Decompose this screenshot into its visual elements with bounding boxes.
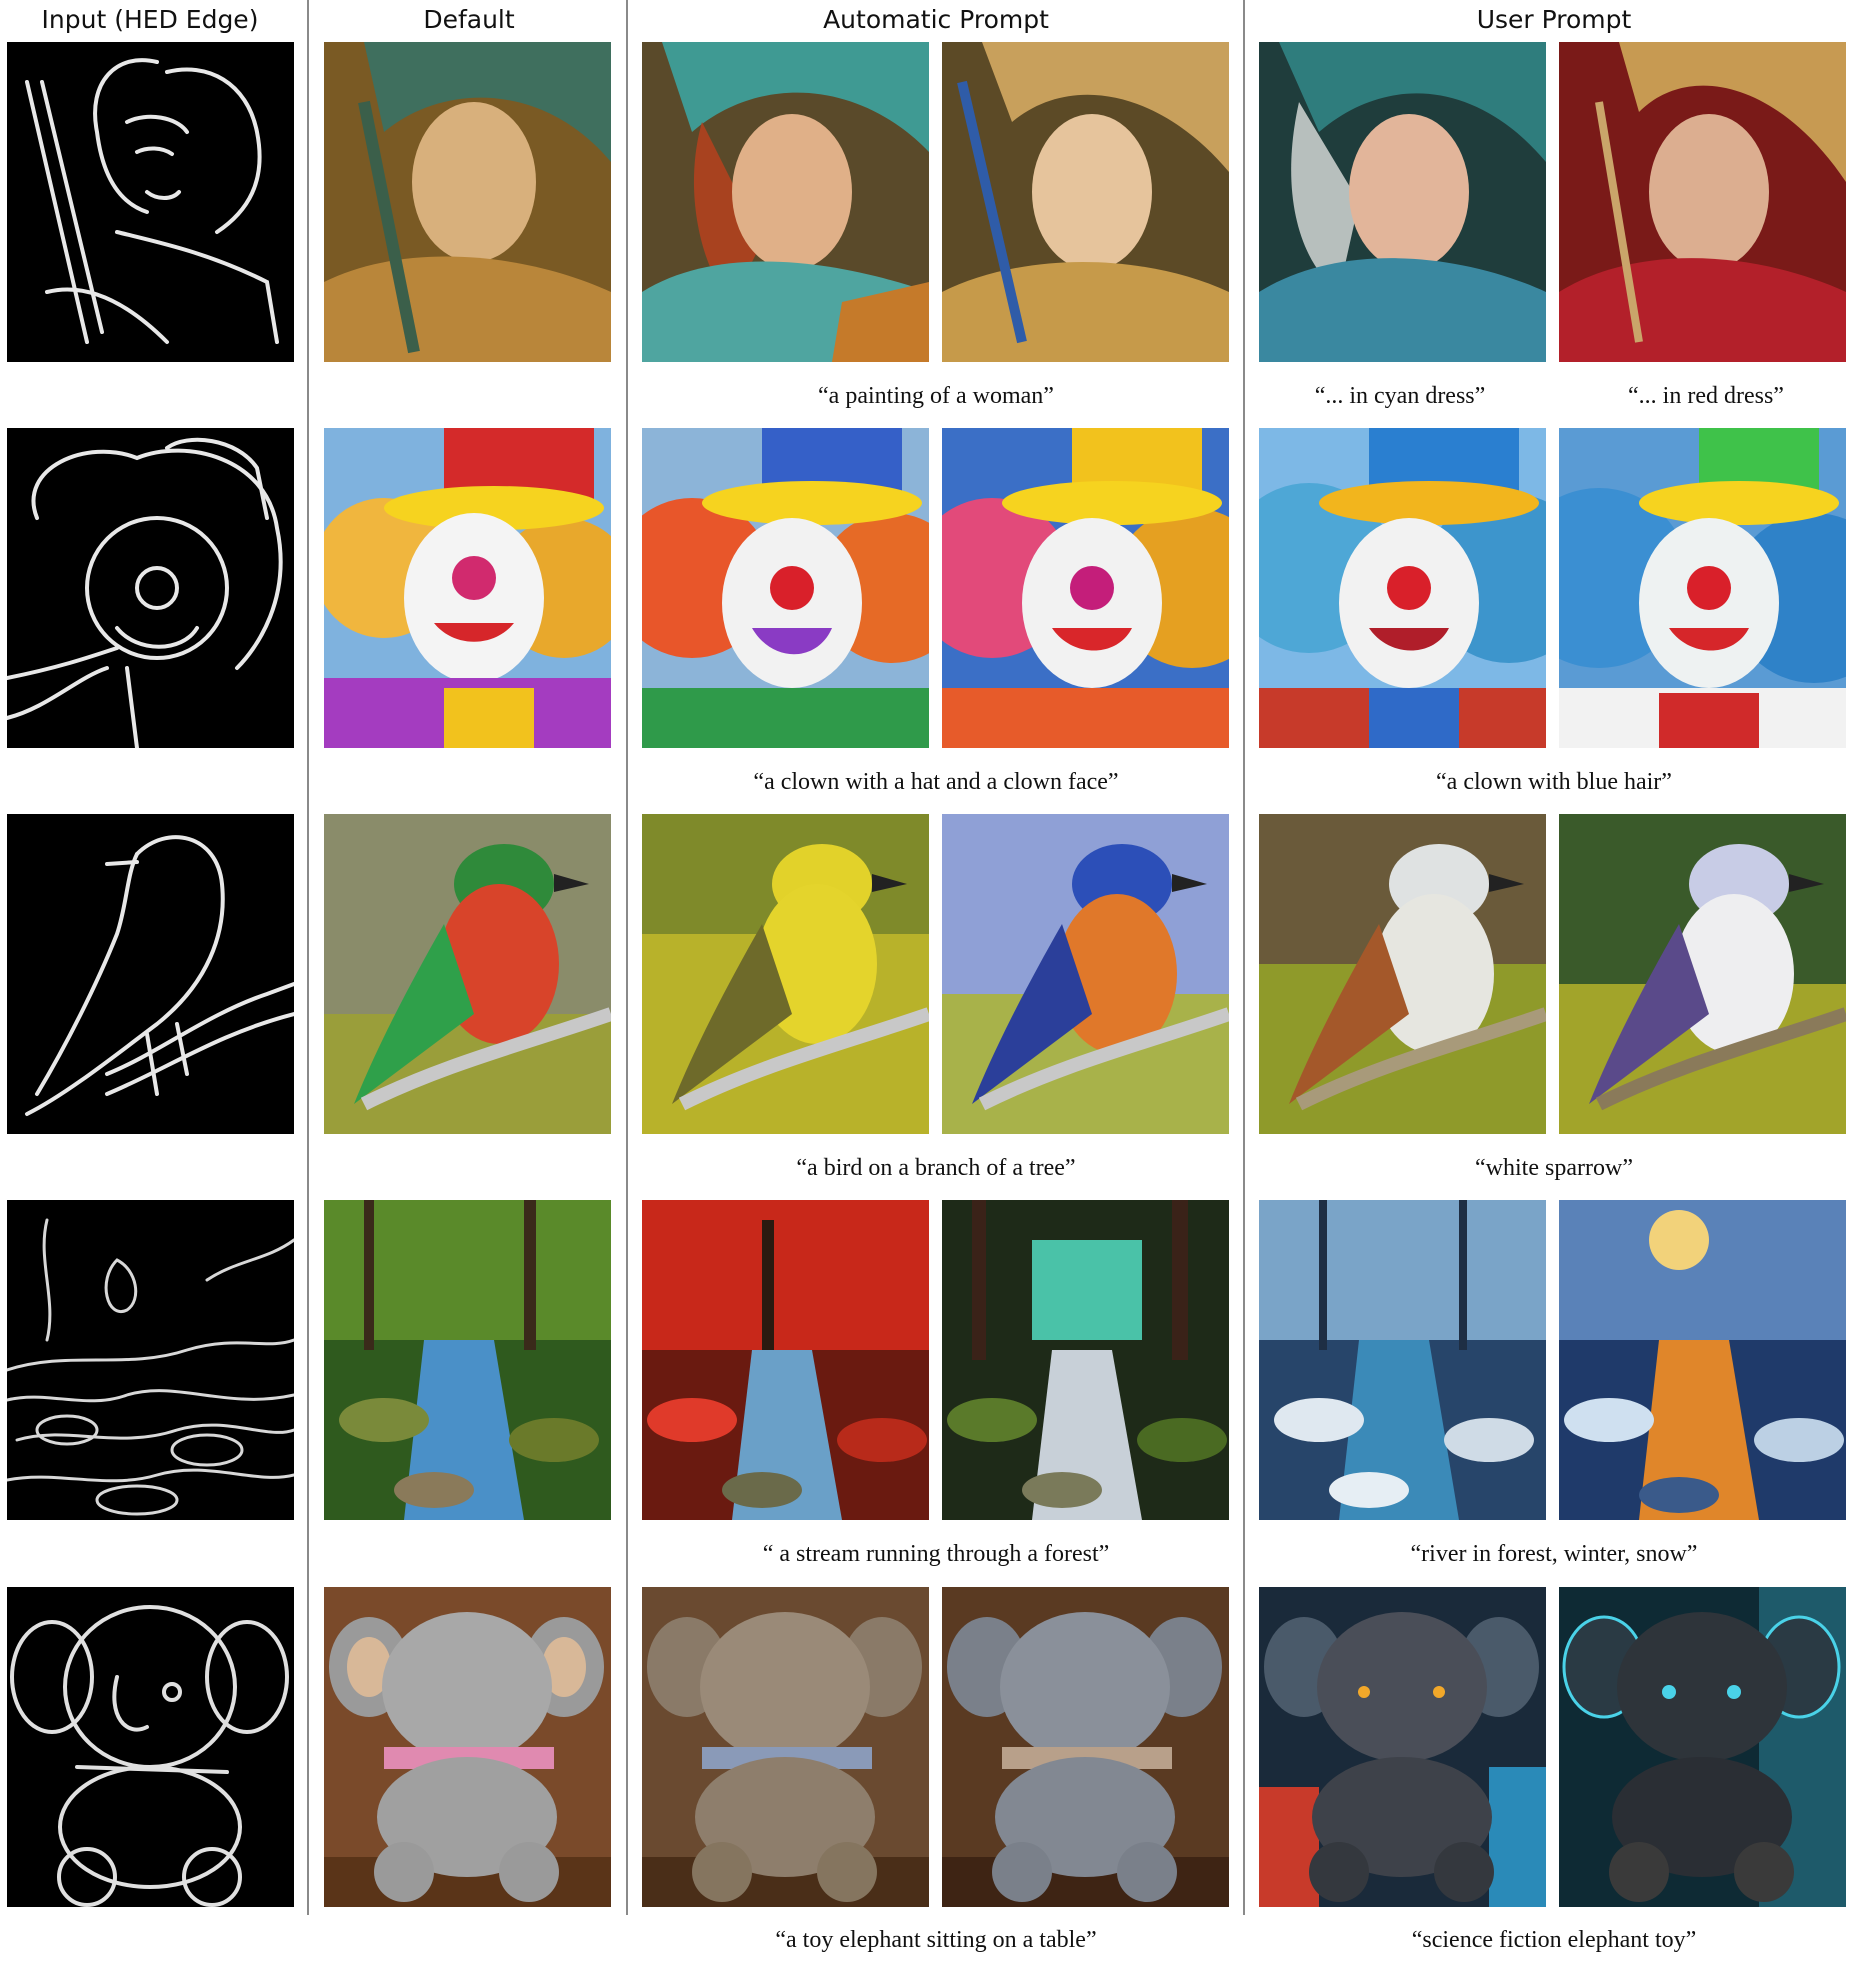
auto-prompt-output-stream-2	[942, 1200, 1229, 1520]
auto-prompt-output-stream-1	[642, 1200, 929, 1520]
column-divider	[626, 0, 628, 1915]
default-output-bird	[324, 814, 611, 1134]
auto-prompt-output-bird-1	[642, 814, 929, 1134]
auto-prompt-output-elephant-2	[942, 1587, 1229, 1907]
user-prompt-output-clown-blue-1	[1259, 428, 1546, 748]
user-prompt-output-stream-winter-1	[1259, 1200, 1546, 1520]
column-divider	[307, 0, 309, 1915]
user-prompt-output-stream-winter-2	[1559, 1200, 1846, 1520]
auto-prompt-output-bird-2	[942, 814, 1229, 1134]
column-header-default: Default	[423, 5, 515, 34]
user-prompt-caption: “river in forest, winter, snow”	[1410, 1541, 1698, 1567]
user-prompt-output-sparrow-1	[1259, 814, 1546, 1134]
user-prompt-output-sparrow-2	[1559, 814, 1846, 1134]
default-output-clown	[324, 428, 611, 748]
user-prompt-output-woman-red	[1559, 42, 1846, 362]
user-prompt-output-clown-blue-2	[1559, 428, 1846, 748]
auto-prompt-output-clown-1	[642, 428, 929, 748]
auto-prompt-caption: “ a stream running through a forest”	[762, 1541, 1110, 1567]
user-prompt-caption: “science fiction elephant toy”	[1411, 1927, 1697, 1953]
auto-prompt-output-woman-2	[942, 42, 1229, 362]
hed-edge-image-elephant	[7, 1587, 294, 1907]
column-header-automatic-prompt: Automatic Prompt	[823, 5, 1049, 34]
hed-edge-image-stream	[7, 1200, 294, 1520]
auto-prompt-caption: “a clown with a hat and a clown face”	[753, 769, 1119, 795]
auto-prompt-caption: “a bird on a branch of a tree”	[796, 1155, 1076, 1181]
column-header-input: Input (HED Edge)	[41, 5, 259, 34]
auto-prompt-output-elephant-1	[642, 1587, 929, 1907]
default-output-stream	[324, 1200, 611, 1520]
user-prompt-output-elephant-scifi-1	[1259, 1587, 1546, 1907]
default-output-elephant	[324, 1587, 611, 1907]
hed-edge-image-bird	[7, 814, 294, 1134]
default-output-woman	[324, 42, 611, 362]
user-prompt-caption: “a clown with blue hair”	[1436, 769, 1672, 795]
user-prompt-output-elephant-scifi-2	[1559, 1587, 1846, 1907]
column-header-user-prompt: User Prompt	[1476, 5, 1632, 34]
user-prompt-caption-right: “... in red dress”	[1628, 383, 1784, 409]
auto-prompt-output-woman-1	[642, 42, 929, 362]
auto-prompt-output-clown-2	[942, 428, 1229, 748]
user-prompt-caption-left: “... in cyan dress”	[1314, 383, 1486, 409]
column-divider	[1243, 0, 1245, 1915]
auto-prompt-caption: “a toy elephant sitting on a table”	[775, 1927, 1097, 1953]
hed-edge-image-clown	[7, 428, 294, 748]
user-prompt-caption: “white sparrow”	[1475, 1155, 1633, 1181]
hed-edge-image-woman	[7, 42, 294, 362]
user-prompt-output-woman-cyan	[1259, 42, 1546, 362]
auto-prompt-caption: “a painting of a woman”	[818, 383, 1054, 409]
